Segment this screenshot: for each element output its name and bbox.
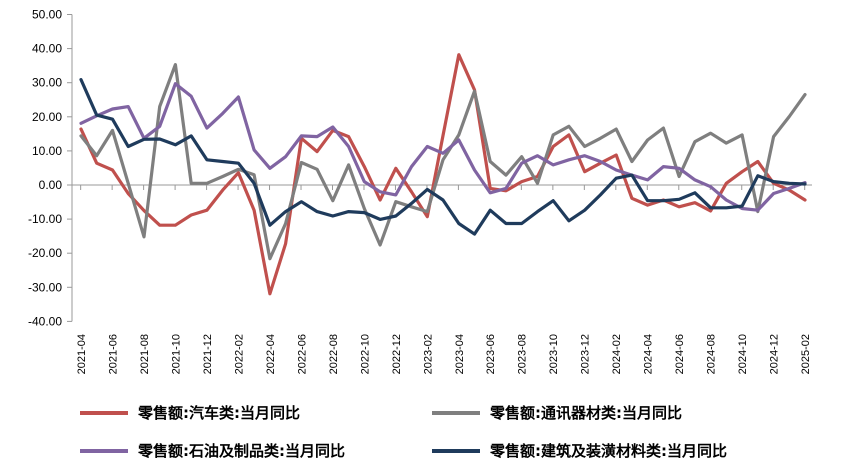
x-tick-label: 2023-12 [580,334,592,374]
x-tick-label: 2023-08 [517,334,529,374]
x-tick-label: 2021-06 [107,334,119,374]
y-tick-label: -40.00 [28,314,62,328]
y-tick-label: 20.00 [32,110,62,124]
y-tick-label: -10.00 [28,212,62,226]
legend-label-petroleum: 零售额:石油及制品类:当月同比 [138,442,345,460]
x-tick-label: 2023-04 [454,334,466,374]
x-tick-label: 2023-10 [548,334,560,374]
x-tick-label: 2022-02 [233,334,245,374]
y-tick-label: 10.00 [32,144,62,158]
y-tick-label: 50.00 [32,8,62,22]
legend-item-auto: 零售额:汽车类:当月同比 [80,402,300,423]
x-tick-label: 2024-08 [706,334,718,374]
x-tick-label: 2021-04 [76,334,88,374]
legend-swatch-petroleum [80,448,128,453]
x-tick-label: 2021-12 [202,334,214,374]
x-tick-label: 2022-10 [359,334,371,374]
line-chart: 50.00 40.00 30.00 20.00 10.00 0.00 -10.00 -20.0… [28,8,812,375]
x-tick-label: 2022-06 [296,334,308,374]
y-tick-label: 30.00 [32,76,62,90]
legend-label-telecom: 零售额:通讯器材类:当月同比 [490,404,682,422]
legend-label-auto: 零售额:汽车类:当月同比 [138,404,300,422]
x-tick-label: 2021-08 [139,334,151,374]
x-tick-label: 2025-02 [800,334,812,374]
legend-item-telecom: 零售额:通讯器材类:当月同比 [432,402,682,423]
x-tick-label: 2023-02 [422,334,434,374]
legend-item-building: 零售额:建筑及装潢材料类:当月同比 [432,440,727,461]
x-tick-label: 2022-08 [328,334,340,374]
y-tick-label: 0.00 [39,178,63,192]
legend-swatch-auto [80,410,128,415]
x-tick-label: 2024-12 [769,334,781,374]
legend-label-building: 零售额:建筑及装潢材料类:当月同比 [490,442,727,460]
series-line-2 [79,82,807,212]
x-tick-label: 2024-02 [611,334,623,374]
x-tick-label: 2024-10 [737,334,749,374]
x-tick-label: 2024-04 [643,334,655,374]
x-tick-label: 2024-06 [674,334,686,374]
y-tick-label: -30.00 [28,280,62,294]
x-tick-label: 2021-10 [170,334,182,374]
legend-swatch-building [432,448,480,453]
x-tick-label: 2022-12 [391,334,403,374]
y-tick-label: -20.00 [28,246,62,260]
legend-swatch-telecom [432,410,480,415]
legend-item-petroleum: 零售额:石油及制品类:当月同比 [80,440,345,461]
y-tick-label: 40.00 [32,42,62,56]
x-tick-label: 2023-06 [485,334,497,374]
x-tick-label: 2022-04 [265,334,277,374]
